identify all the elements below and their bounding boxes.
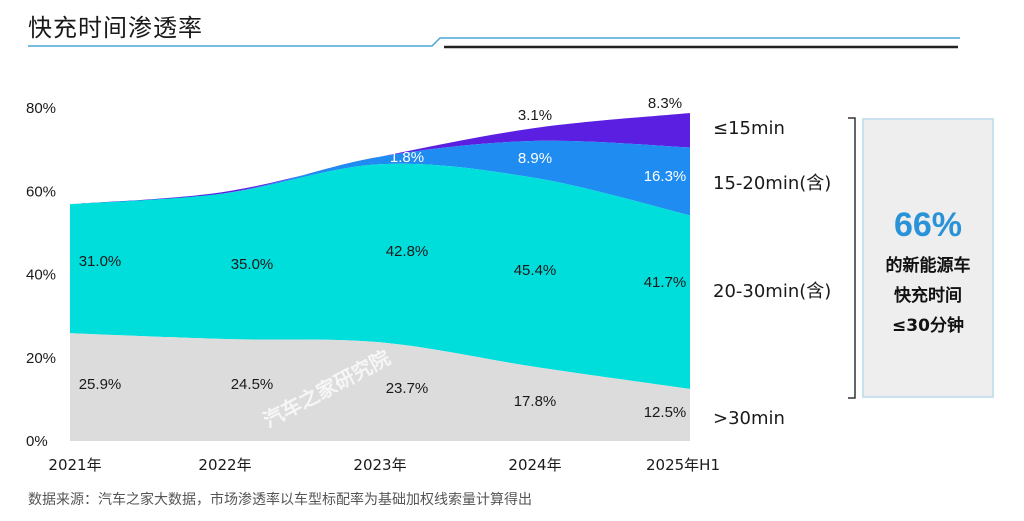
data-label: 12.5%	[644, 404, 687, 421]
data-label: 1.8%	[390, 149, 424, 166]
data-label: 45.4%	[514, 262, 557, 279]
x-tick-label: 2023年	[353, 456, 406, 474]
x-tick-label: 2021年	[48, 456, 101, 474]
area->30min	[70, 333, 690, 441]
callout-line-2: 快充时间	[894, 286, 962, 306]
data-label: 42.8%	[386, 243, 429, 260]
data-label: 23.7%	[386, 380, 429, 397]
y-axis-ticks: 0% 20% 40% 60% 80%	[26, 100, 56, 450]
legend-le15: ≤15min	[713, 118, 785, 139]
callout-line-3: ≤30分钟	[892, 316, 964, 336]
data-label: 25.9%	[79, 376, 122, 393]
page-title: 快充时间渗透率	[28, 14, 203, 42]
legend-20-30: 20-30min(含)	[713, 281, 832, 302]
callout-value: 66%	[893, 206, 963, 244]
data-label: 3.1%	[518, 107, 552, 124]
y-tick-label: 0%	[26, 433, 48, 450]
x-tick-label: 2025年H1	[646, 456, 720, 474]
data-label: 17.8%	[514, 393, 557, 410]
x-tick-label: 2024年	[508, 456, 561, 474]
y-tick-label: 80%	[26, 100, 56, 117]
area-15-20min(含)	[70, 140, 690, 216]
title-underline	[28, 37, 960, 49]
data-label: 24.5%	[231, 376, 274, 393]
data-label: 41.7%	[644, 274, 687, 291]
callout-box: 66% 的新能源车 快充时间 ≤30分钟	[862, 118, 994, 398]
y-tick-label: 20%	[26, 350, 56, 367]
data-label: 35.0%	[231, 256, 274, 273]
source-note: 数据来源：汽车之家大数据，市场渗透率以车型标配率为基础加权线索量计算得出	[28, 492, 532, 508]
data-labels: 25.9% 24.5% 23.7% 17.8% 12.5% 31.0% 35.0% 42.8%…	[79, 95, 687, 421]
legend-gt30: >30min	[713, 408, 785, 429]
area-20-30min(含)	[70, 163, 690, 389]
callout-line-1: 的新能源车	[885, 256, 971, 276]
y-tick-label: 40%	[26, 267, 56, 284]
legend-15-20: 15-20min(含)	[713, 173, 832, 194]
y-tick-label: 60%	[26, 183, 56, 200]
chart-areas	[70, 113, 690, 441]
data-label: 8.9%	[518, 150, 552, 167]
x-tick-label: 2022年	[198, 456, 251, 474]
callout-text: 的新能源车 快充时间 ≤30分钟	[864, 251, 992, 341]
x-axis-ticks: 2021年 2022年 2023年 2024年 2025年H1	[48, 456, 720, 474]
data-label: 8.3%	[648, 95, 682, 112]
area-≤15min	[70, 113, 690, 205]
data-label: 16.3%	[644, 168, 687, 185]
data-label: 31.0%	[79, 253, 122, 270]
